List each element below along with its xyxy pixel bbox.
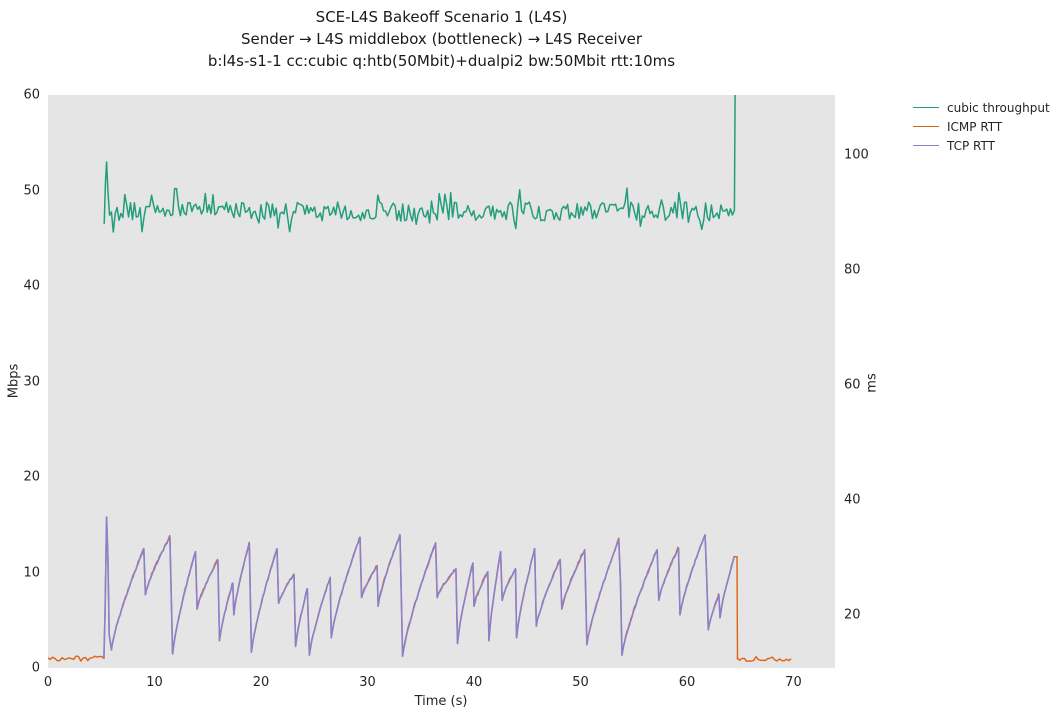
chart-title: SCE-L4S Bakeoff Scenario 1 (L4S) Sender …: [48, 6, 835, 72]
legend: cubic throughput ICMP RTT TCP RTT: [913, 98, 1050, 155]
tcp-rtt-line: [103, 516, 736, 659]
y-right-tick-60: 60: [844, 377, 861, 393]
y-right-tick-40: 40: [844, 492, 861, 508]
y-left-tick-10: 10: [23, 565, 40, 580]
chart-title-line2: Sender → L4S middlebox (bottleneck) → L4…: [241, 30, 642, 48]
y-left-tick-0: 0: [31, 660, 40, 676]
x-axis-label: Time (s): [414, 694, 468, 709]
y-left-tick-50: 50: [23, 183, 40, 198]
legend-label-cubic: cubic throughput: [947, 100, 1050, 115]
legend-line-swatch-cubic: [913, 107, 939, 108]
chart-title-line1: SCE-L4S Bakeoff Scenario 1 (L4S): [315, 8, 568, 26]
y-axis-right-label: ms: [864, 373, 880, 393]
x-tick-0: 0: [43, 675, 53, 690]
y-right-tick-20: 20: [844, 607, 861, 623]
y-left-tick-40: 40: [23, 278, 40, 294]
legend-label-tcp: TCP RTT: [947, 138, 995, 153]
legend-line-swatch-tcp: [913, 145, 939, 146]
x-tick-40: 40: [465, 675, 483, 690]
y-right-tick-80: 80: [844, 262, 861, 278]
x-tick-60: 60: [678, 675, 696, 690]
y-left-tick-30: 30: [23, 374, 40, 389]
x-tick-20: 20: [252, 675, 270, 690]
x-tick-30: 30: [359, 675, 376, 690]
cubic-throughput-line: [103, 95, 736, 233]
y-right-tick-100: 100: [844, 147, 869, 163]
chart-title-line3: b:l4s-s1-1 cc:cubic q:htb(50Mbit)+dualpi…: [207, 52, 676, 70]
plot-area: [48, 95, 835, 668]
legend-item-icmp-rtt: ICMP RTT: [913, 117, 1050, 136]
legend-line-swatch-icmp: [913, 126, 939, 127]
legend-label-icmp: ICMP RTT: [947, 119, 1003, 134]
legend-item-cubic-throughput: cubic throughput: [913, 98, 1050, 117]
legend-item-tcp-rtt: TCP RTT: [913, 136, 1050, 155]
plot-canvas: [48, 95, 792, 662]
x-tick-70: 70: [785, 675, 802, 690]
x-tick-50: 50: [572, 675, 589, 690]
y-axis-left-label: Mbps: [6, 363, 22, 399]
y-left-tick-20: 20: [23, 469, 40, 485]
y-left-tick-60: 60: [23, 87, 40, 103]
x-tick-10: 10: [146, 675, 163, 690]
